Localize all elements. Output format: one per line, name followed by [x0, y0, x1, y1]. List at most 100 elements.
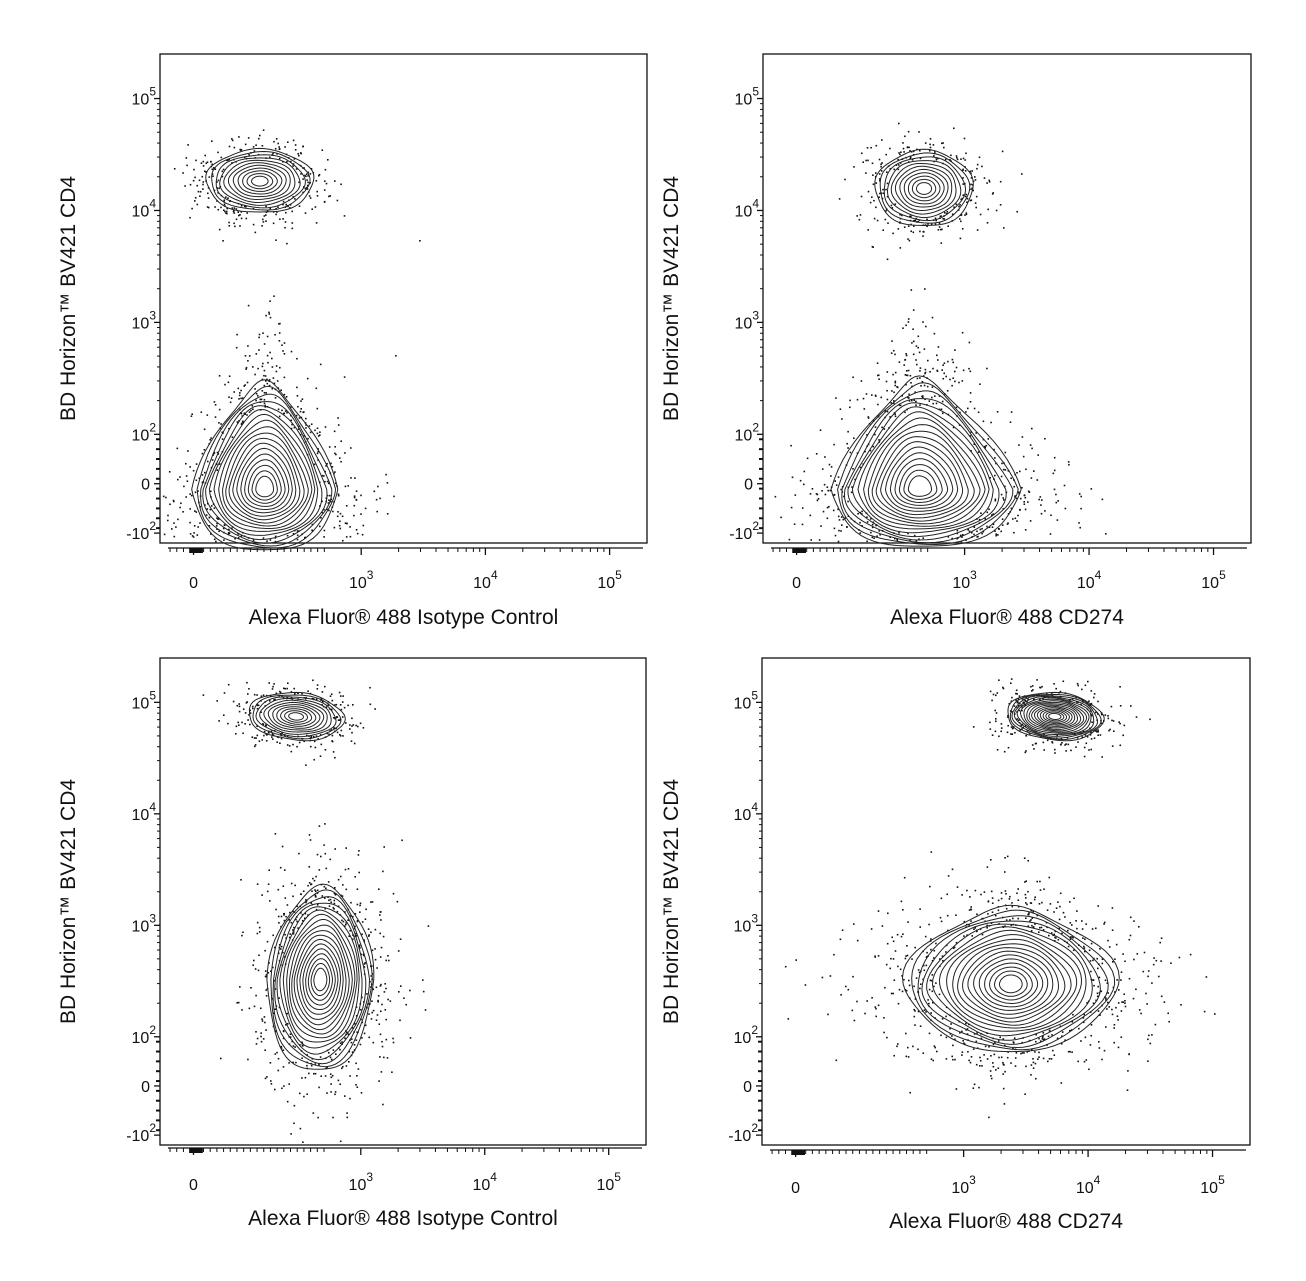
event-dot [217, 151, 219, 154]
event-dot [1027, 925, 1030, 927]
event-dot [264, 1021, 266, 1024]
event-dot [970, 908, 973, 911]
event-dot [205, 171, 207, 173]
event-dot [355, 1084, 357, 1086]
density-contour [1009, 693, 1102, 741]
event-dot [162, 495, 165, 498]
event-dot [392, 1041, 395, 1044]
event-dot [224, 210, 226, 213]
event-dot [330, 500, 332, 503]
density-contour [863, 417, 986, 527]
event-dot [992, 1062, 994, 1064]
event-dot [345, 722, 347, 724]
event-dot [349, 1075, 351, 1077]
event-dot [872, 445, 875, 448]
event-dot [870, 146, 872, 149]
event-dot [372, 1009, 375, 1012]
event-dot [787, 1018, 790, 1020]
event-dot [958, 381, 960, 384]
event-dot [355, 1039, 358, 1041]
event-dot [969, 170, 972, 173]
event-dot [919, 157, 922, 160]
event-dot [265, 976, 268, 978]
event-dot [931, 396, 933, 399]
event-dot [316, 684, 319, 686]
event-dot [991, 699, 993, 702]
event-dot [205, 514, 208, 516]
y-tick-label: -102 [728, 1121, 758, 1145]
event-dot [281, 1087, 283, 1090]
event-dot [960, 158, 962, 160]
event-dot [1031, 690, 1033, 692]
event-dot [964, 195, 967, 198]
event-dot [334, 471, 336, 473]
event-dot [356, 532, 359, 535]
event-dot [1081, 688, 1083, 691]
density-contour [911, 178, 937, 199]
event-dot [930, 1012, 932, 1014]
event-dot [877, 403, 879, 406]
event-dot [263, 369, 266, 372]
event-dot [875, 1015, 877, 1018]
event-dot [1000, 1056, 1003, 1059]
event-dot [323, 189, 326, 191]
event-dot [936, 370, 939, 372]
event-dot [321, 895, 324, 897]
event-dot [1017, 698, 1020, 700]
event-dot [231, 436, 234, 438]
event-dot [368, 935, 370, 937]
event-dot [986, 222, 989, 224]
event-dot [228, 221, 230, 224]
event-dot [1113, 1041, 1115, 1044]
event-dot [859, 214, 862, 216]
event-dot [326, 480, 329, 483]
event-dot [924, 288, 926, 290]
event-dot [946, 390, 949, 392]
event-dot [382, 870, 384, 873]
event-dot [263, 374, 265, 377]
event-dot [1077, 741, 1079, 743]
event-dot [237, 387, 240, 390]
event-dot [972, 189, 974, 192]
event-dot [1080, 495, 1082, 498]
event-dot [973, 533, 975, 536]
event-dot [861, 510, 863, 513]
event-dot [254, 745, 256, 748]
event-dot [1096, 992, 1099, 995]
event-dot [257, 704, 260, 707]
event-dot [317, 435, 320, 437]
event-dot [1009, 919, 1011, 921]
density-contour [894, 165, 953, 212]
event-dot [915, 217, 918, 220]
event-dot [285, 203, 287, 206]
density-contour [1034, 705, 1076, 727]
event-dot [1048, 934, 1050, 937]
event-dot [327, 159, 329, 161]
event-dot [994, 457, 996, 459]
event-dot [893, 979, 896, 981]
event-dot [816, 493, 819, 496]
event-dot [271, 366, 274, 368]
event-dot [1041, 901, 1043, 904]
event-dot [274, 946, 276, 949]
event-dot [975, 1040, 978, 1043]
event-dot [1024, 725, 1027, 727]
event-dot [992, 192, 994, 194]
event-dot [866, 516, 868, 518]
event-dot [202, 160, 205, 163]
population-1 [173, 129, 346, 245]
event-dot [337, 905, 340, 908]
event-dot [382, 935, 385, 938]
event-dot [1012, 1047, 1014, 1050]
event-dot [1163, 1001, 1166, 1003]
event-dot [880, 165, 882, 168]
event-dot [233, 210, 235, 212]
event-dot [228, 396, 230, 398]
event-dot [334, 887, 336, 889]
x-tick-label: 103 [952, 568, 977, 592]
event-dot [832, 509, 835, 512]
event-dot [339, 1140, 342, 1143]
event-dot [1070, 1029, 1073, 1031]
event-dot [191, 413, 193, 415]
event-dot [227, 381, 230, 384]
